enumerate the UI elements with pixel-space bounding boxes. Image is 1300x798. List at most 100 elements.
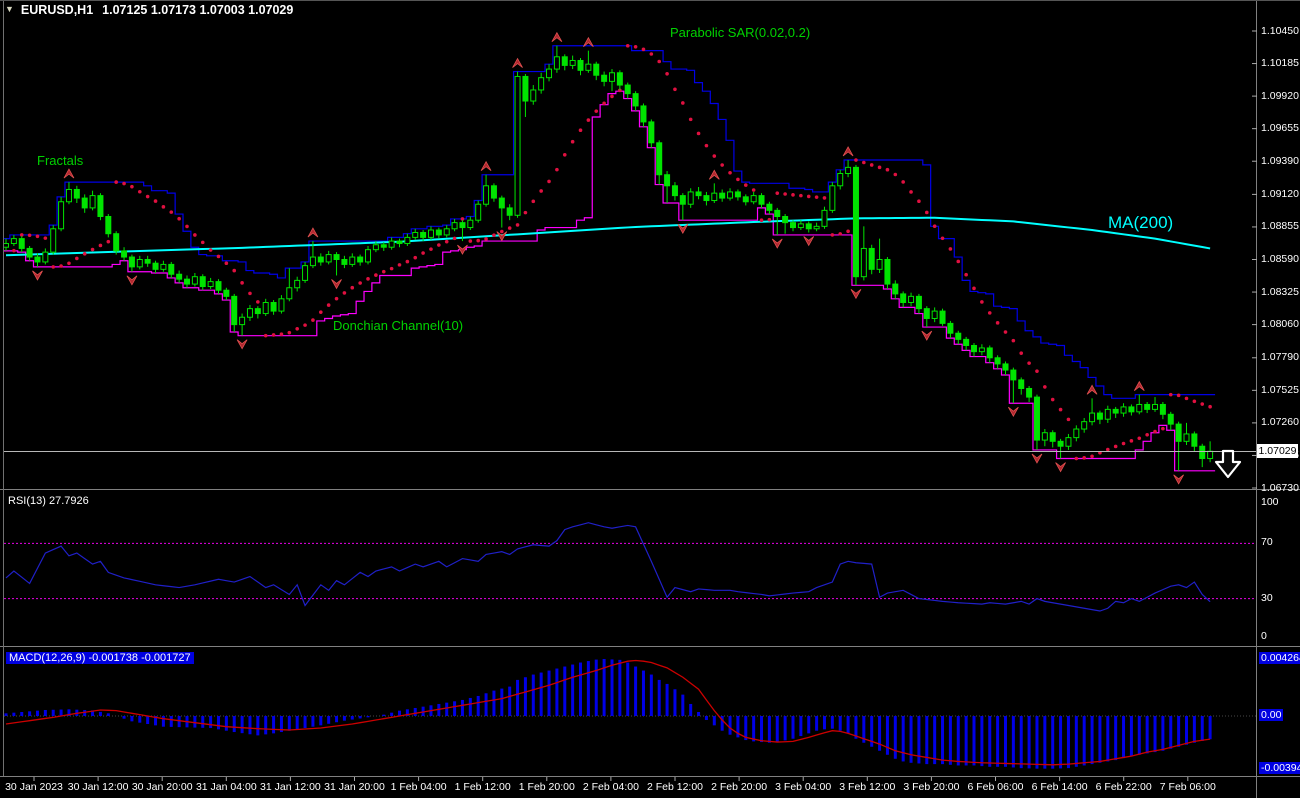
psar-dot: [547, 179, 551, 184]
fractal-down-arrow: [1055, 462, 1066, 473]
candle-body: [89, 195, 96, 209]
rsi-pane[interactable]: [4, 522, 1256, 612]
fractal-down-arrow: [236, 339, 248, 350]
candle-body: [380, 244, 387, 248]
candle-body: [1128, 406, 1135, 413]
candle-body: [593, 63, 600, 76]
candle-body: [577, 59, 584, 71]
price-axis-label: 1.09920: [1261, 89, 1299, 102]
fractal-up-arrow: [512, 57, 523, 68]
macd-axis-max: 0.004264: [1259, 652, 1300, 664]
psar-dot: [783, 192, 787, 196]
candle-body: [908, 295, 915, 303]
rsi-axis-70: 70: [1261, 536, 1273, 548]
candle-body: [1089, 412, 1096, 423]
candle-body: [357, 256, 364, 263]
psar-dot: [657, 59, 662, 64]
price-axis-label: 1.08325: [1261, 285, 1299, 298]
candle-body: [420, 231, 427, 238]
price-axis-label: 1.10185: [1261, 57, 1299, 70]
psar-dot: [665, 72, 669, 76]
fractal-down-arrow: [771, 238, 783, 249]
psar-dot: [106, 239, 111, 244]
psar-dot: [932, 224, 937, 229]
fractal-up-arrow: [1086, 384, 1098, 395]
candle-body: [860, 247, 867, 278]
psar-dot: [1019, 351, 1024, 355]
candle-body: [1049, 432, 1056, 442]
candle-body: [443, 228, 450, 236]
macd-axis-min: -0.003944: [1259, 762, 1300, 774]
macd-pane[interactable]: [4, 659, 1256, 769]
psar-dot: [704, 143, 709, 148]
candle-body: [18, 238, 25, 249]
psar-dot: [562, 153, 567, 157]
psar-dot: [602, 101, 606, 106]
candle-body: [963, 338, 970, 346]
psar-dot: [1208, 404, 1212, 409]
price-axis-label: 1.06730: [1261, 481, 1299, 494]
time-axis-label: 1 Feb 12:00: [454, 781, 511, 793]
fractal-up-arrow: [63, 168, 75, 179]
psar-dot: [570, 139, 575, 144]
price-axis-label: 1.09390: [1261, 154, 1299, 167]
fractal-down-arrow: [457, 244, 468, 255]
candle-body: [1112, 408, 1119, 414]
candle-body: [467, 219, 474, 229]
candle-body: [58, 201, 65, 230]
candle-body: [852, 166, 859, 278]
candle-body: [608, 72, 615, 82]
psar-dot: [452, 236, 457, 241]
symbol-dropdown-icon[interactable]: ▼: [5, 4, 14, 14]
candle-body: [128, 256, 135, 268]
psar-dot: [799, 193, 803, 198]
price-axis-label: 1.07790: [1261, 351, 1299, 364]
candle-body: [569, 59, 576, 66]
main-chart-pane[interactable]: [2, 31, 1216, 485]
psar-dot: [995, 321, 1000, 325]
candle-body: [349, 256, 356, 265]
candle-body: [176, 273, 183, 280]
candle-body: [317, 256, 324, 263]
psar-dot: [130, 184, 134, 189]
psar-dot: [256, 300, 260, 304]
rsi-axis-30: 30: [1261, 592, 1273, 604]
candle-body: [1152, 403, 1159, 410]
psar-dot: [649, 52, 654, 56]
candle-body: [490, 185, 497, 199]
fractal-up-arrow: [583, 36, 594, 47]
candle-body: [412, 231, 419, 238]
candle-body: [742, 196, 749, 203]
candle-body: [294, 279, 301, 289]
candle-body: [734, 191, 741, 198]
psar-dot: [964, 272, 968, 277]
candle-body: [199, 276, 206, 288]
candle-body: [876, 259, 883, 270]
candle-body: [845, 166, 852, 175]
candle-body: [585, 63, 592, 71]
donchian-lower-line: [4, 90, 1216, 472]
candle-body: [837, 173, 844, 187]
psar-dot: [681, 101, 685, 105]
candle-body: [915, 295, 922, 310]
candle-body: [601, 74, 608, 82]
candle-body: [223, 289, 230, 297]
candle-body: [333, 254, 340, 261]
candle-body: [829, 185, 836, 211]
candle-body: [1136, 403, 1143, 413]
candle-body: [546, 68, 553, 79]
psar-dot: [854, 158, 858, 162]
candle-body: [624, 84, 631, 95]
psar-dot: [303, 323, 307, 327]
time-axis-label: 30 Jan 2023: [5, 781, 63, 793]
psar-dot: [51, 265, 56, 269]
psar-dot: [633, 44, 638, 49]
candle-body: [1065, 437, 1072, 447]
psar-dot: [736, 177, 740, 182]
psar-dot: [767, 217, 772, 222]
price-axis-label: 1.10450: [1261, 24, 1299, 37]
candle-body: [522, 75, 529, 102]
candle-body: [1191, 433, 1198, 447]
psar-dot: [161, 205, 166, 209]
